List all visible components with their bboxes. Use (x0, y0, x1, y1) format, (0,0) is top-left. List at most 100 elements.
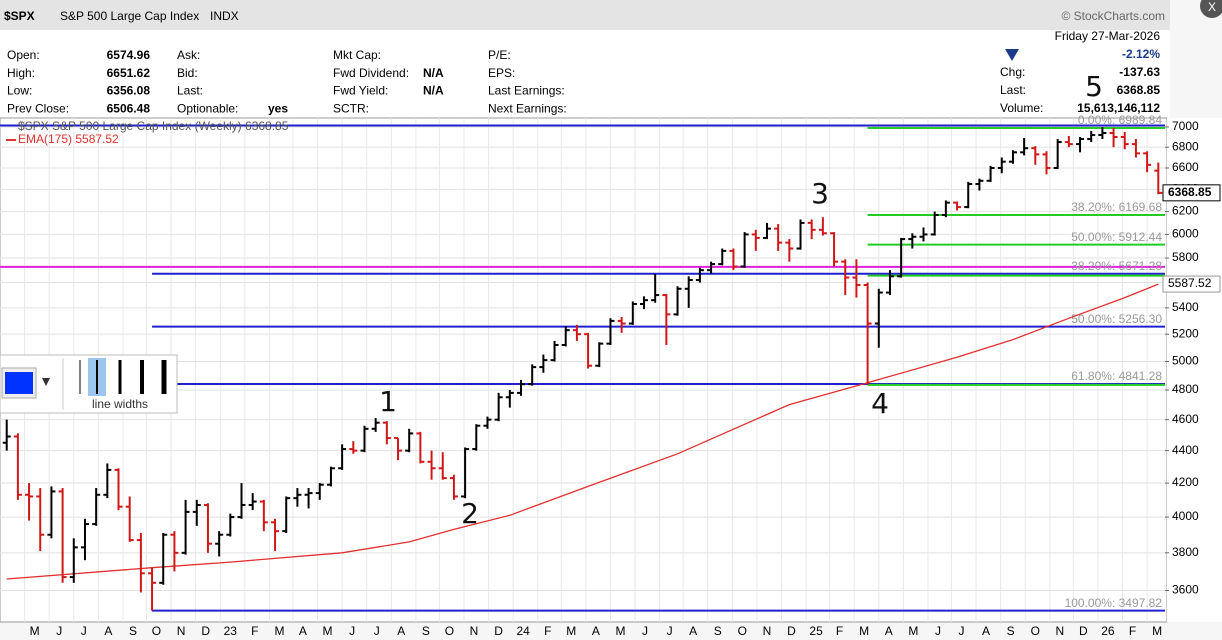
level-label: 50.00%: 5256.30 (1071, 312, 1162, 326)
level-label: 0.00%: 6989.84 (1078, 113, 1162, 127)
line-width-widget: line widths (0, 354, 178, 414)
annotation: 4 (871, 387, 889, 420)
dropdown-arrow (42, 378, 50, 386)
level-label: 38.20%: 5671.28 (1071, 259, 1162, 273)
x-tick-label: D (787, 624, 796, 638)
annotation: 3 (811, 177, 829, 210)
y-tick-label: 4200 (1172, 475, 1199, 489)
field-label: Open: (7, 48, 40, 62)
x-tick-label: S (129, 624, 137, 638)
field-label: High: (7, 66, 35, 80)
field-label: Last: (177, 84, 203, 98)
x-tick-label: N (177, 624, 186, 638)
symbol: $SPX (4, 9, 35, 23)
price-tag: 5587.52 (1168, 276, 1212, 290)
x-tick-label: 25 (809, 624, 823, 638)
x-tick-label: N (470, 624, 479, 638)
y-tick-label: 7000 (1172, 119, 1199, 133)
x-tick-label: J (935, 624, 941, 638)
x-tick-label: F (544, 624, 551, 638)
level-label: 61.80%: 4841.28 (1071, 369, 1162, 383)
x-tick-label: A (885, 624, 893, 638)
x-tick-label: A (689, 624, 697, 638)
y-tick-label: 6200 (1172, 204, 1199, 218)
exchange: INDX (210, 9, 239, 23)
field-label: Ask: (177, 48, 200, 62)
x-tick-label: D (494, 624, 503, 638)
x-tick-label: A (104, 624, 112, 638)
chg-label: Chg: (1000, 65, 1025, 79)
price-tag: 6368.85 (1168, 185, 1212, 199)
x-tick-label: O (1031, 624, 1040, 638)
field-label: Low: (7, 84, 32, 98)
annotation: 1 (379, 385, 397, 418)
x-tick-label: J (958, 624, 964, 638)
y-tick-label: 6600 (1172, 160, 1199, 174)
y-tick-label: 5400 (1172, 300, 1199, 314)
y-tick-label: 6800 (1172, 139, 1199, 153)
field-value: N/A (423, 66, 444, 80)
y-tick-label: 5800 (1172, 250, 1199, 264)
x-tick-label: J (349, 624, 355, 638)
field-value: 6506.48 (107, 101, 151, 115)
price-tag-box (1162, 184, 1221, 202)
field-label: SCTR: (333, 101, 369, 115)
x-tick-label: J (374, 624, 380, 638)
x-tick-label: A (592, 624, 600, 638)
y-tick-label: 3800 (1172, 545, 1199, 559)
plot: 3600 3800 4000 4200 4400 4600 4800 5000 5200 5400… (0, 113, 1222, 638)
volume-label: Volume: (1000, 101, 1043, 115)
x-tick-label: M (30, 624, 40, 638)
x-tick-label: O (152, 624, 161, 638)
legend-ema: EMA(175) 5587.52 (18, 132, 119, 146)
x-tick-label: M (908, 624, 918, 638)
x-tick-label: 23 (224, 624, 238, 638)
overlay: $SPX S&P 500 Large Cap Index (Weekly) 63… (0, 70, 1221, 530)
y-tick-label: 5200 (1172, 326, 1199, 340)
ema-line (6, 283, 1159, 580)
field-value: yes (268, 101, 288, 115)
field-label: Optionable: (177, 101, 238, 115)
x-tick-label: D (1079, 624, 1088, 638)
x-tick-label: D (201, 624, 210, 638)
price-tag-box (1162, 275, 1221, 293)
annotation: 5 (1085, 70, 1103, 103)
x-tick-label: J (667, 624, 673, 638)
x-tick-label: N (763, 624, 772, 638)
close-button[interactable] (1200, 0, 1222, 18)
x-tick-label: S (714, 624, 722, 638)
y-tick-label: 6000 (1172, 227, 1199, 241)
field-label: Fwd Yield: (333, 84, 388, 98)
y-tick-label: 5000 (1172, 354, 1199, 368)
x-tick-label: 24 (517, 624, 531, 638)
field-value: 6651.62 (107, 66, 151, 80)
y-tick-label: 4000 (1172, 509, 1199, 523)
field-label: EPS: (488, 66, 515, 80)
y-tick-label: 4800 (1172, 382, 1199, 396)
x-tick-label: J (81, 624, 87, 638)
field-label: Last Earnings: (488, 84, 565, 98)
volume-value: 15,613,146,112 (1077, 101, 1160, 115)
index-name: S&P 500 Large Cap Index (60, 9, 199, 23)
x-tick-label: F (1129, 624, 1136, 638)
x-tick-label: S (422, 624, 430, 638)
x-tick-label: 26 (1101, 624, 1115, 638)
x-tick-label: A (397, 624, 405, 638)
level-label: 38.20%: 6169.68 (1071, 200, 1162, 214)
change-pct: -2.12% (1122, 47, 1160, 61)
last-value: 6368.85 (1117, 83, 1161, 97)
x-tick-label: O (445, 624, 454, 638)
x-tick-label: M (615, 624, 625, 638)
field-value: N/A (423, 84, 444, 98)
close-icon: X (1208, 0, 1216, 14)
field-label: Mkt Cap: (333, 48, 381, 62)
field-label: Next Earnings: (488, 101, 567, 115)
credit: © StockCharts.com (1061, 9, 1165, 23)
x-tick-label: S (1007, 624, 1015, 638)
x-tick-label: J (56, 624, 62, 638)
last-label: Last: (1000, 83, 1026, 97)
title-bar (0, 0, 1170, 30)
x-tick-label: M (859, 624, 869, 638)
